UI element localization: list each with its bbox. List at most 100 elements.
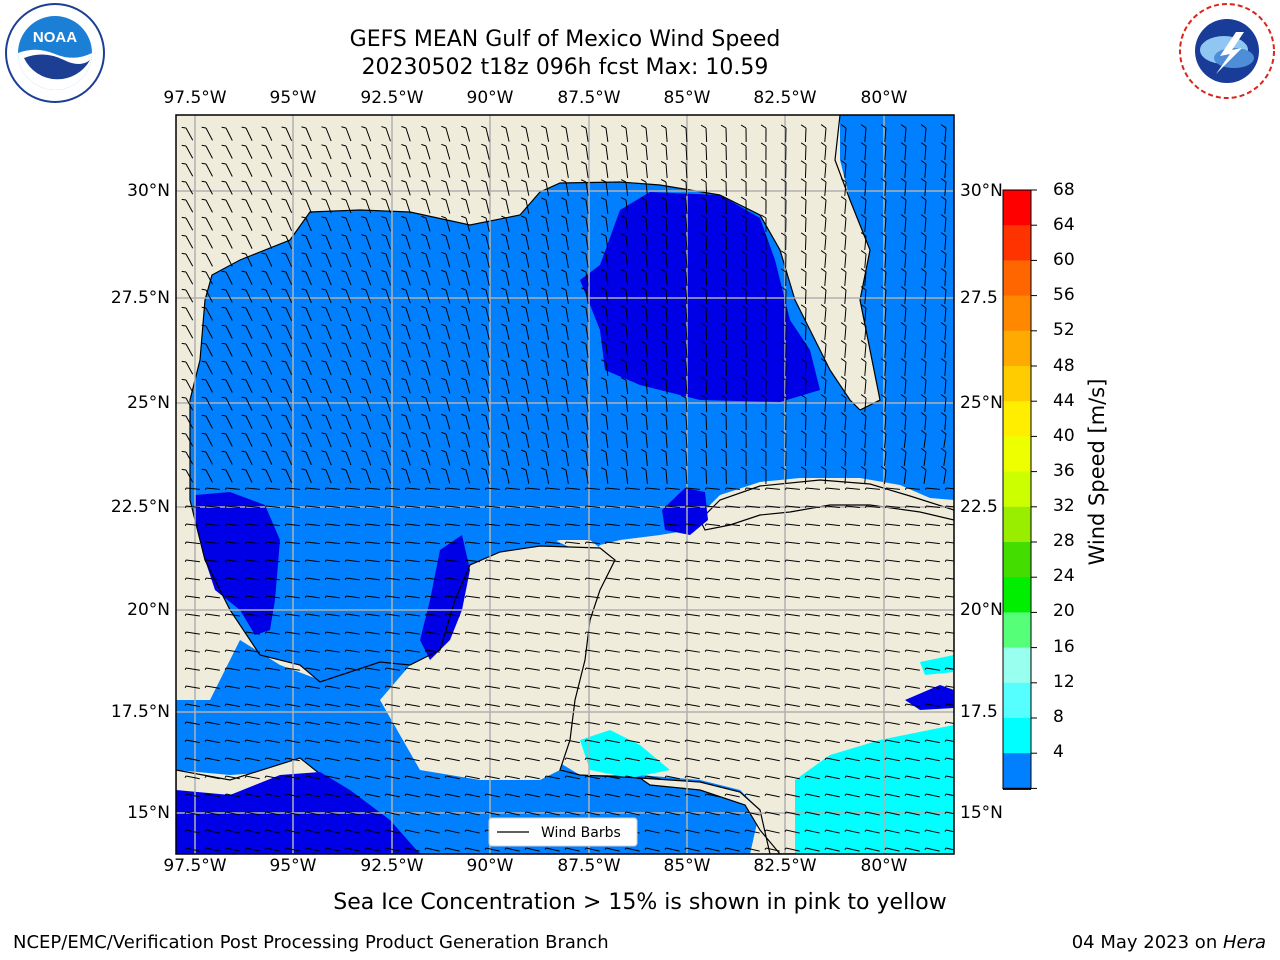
wind-barb — [345, 307, 352, 322]
wind-barb — [745, 793, 760, 798]
wind-barb-feather — [920, 376, 927, 381]
wind-barb — [325, 343, 332, 358]
wind-barb-feather — [704, 577, 707, 581]
wind-barb — [305, 649, 320, 653]
wind-barb — [305, 559, 320, 563]
wind-barb — [685, 757, 700, 762]
wind-barb — [405, 325, 411, 340]
wind-barb-feather — [364, 757, 367, 761]
wind-barb-feather — [241, 270, 247, 273]
wind-barb — [205, 199, 213, 213]
wind-barb-feather — [584, 721, 587, 725]
wind-barb — [925, 793, 940, 798]
wind-barb-feather — [560, 269, 567, 273]
wind-barb — [265, 523, 280, 527]
wind-barb — [425, 253, 431, 268]
wind-barb — [185, 541, 200, 545]
wind-barb — [325, 577, 340, 581]
wind-barb-feather — [560, 359, 567, 363]
wind-barb-feather — [704, 829, 707, 833]
wind-barb-feather — [461, 125, 467, 129]
wind-barb — [845, 649, 860, 653]
wind-barb-feather — [844, 685, 847, 689]
wind-barb — [725, 595, 740, 599]
wind-barb-feather — [724, 739, 727, 743]
wind-barb-feather — [920, 465, 927, 471]
wind-barb — [865, 631, 880, 635]
nws-logo — [1178, 2, 1276, 100]
wind-barb-feather — [860, 394, 867, 399]
wind-barb-feather — [560, 467, 567, 471]
wind-barb-feather — [504, 577, 507, 581]
wind-barb-feather — [504, 631, 507, 635]
wind-barb — [445, 523, 460, 527]
wind-barb-feather — [680, 196, 687, 201]
wind-barb-feather — [401, 216, 407, 219]
wind-barb-feather — [820, 358, 827, 363]
wind-barb-feather — [844, 649, 847, 653]
wind-barb-feather — [361, 126, 367, 129]
wind-barb — [605, 289, 609, 304]
wind-barb-feather — [680, 340, 687, 345]
wind-barb-feather — [904, 577, 907, 581]
wind-barb-feather — [840, 358, 847, 363]
wind-barb — [425, 685, 440, 689]
wind-barb-feather — [181, 270, 187, 273]
wind-barb-feather — [344, 793, 347, 797]
wind-barb — [225, 487, 240, 490]
wind-barb — [665, 271, 668, 286]
wind-barb-feather — [404, 811, 407, 815]
wind-barb-feather — [441, 305, 447, 309]
wind-barb — [585, 631, 600, 635]
wind-barb-feather — [264, 631, 267, 635]
wind-barb-feather — [740, 268, 747, 273]
wind-barb-feather — [264, 649, 267, 653]
wind-barb — [785, 667, 800, 671]
wind-barb — [325, 289, 332, 304]
wind-barb — [285, 289, 293, 304]
wind-barb-feather — [464, 595, 467, 599]
wind-barb-feather — [424, 847, 427, 851]
wind-barb-feather — [181, 342, 187, 345]
wind-barb — [805, 667, 820, 671]
wind-barb-feather — [660, 340, 667, 345]
wind-barb-feather — [900, 142, 907, 147]
wind-barb — [804, 199, 807, 215]
wind-barb-feather — [461, 377, 467, 381]
wind-barb-feather — [744, 595, 747, 599]
wind-barb — [285, 163, 293, 178]
wind-barb-feather — [181, 234, 187, 237]
wind-barb-feather — [640, 359, 647, 363]
wind-barb-feather — [784, 847, 787, 851]
wind-barb — [645, 325, 648, 340]
wind-barb-feather — [580, 125, 587, 129]
max-wind-region-yucatan-channel — [662, 488, 708, 535]
wind-barb-feather — [244, 847, 247, 851]
wind-barb-feather — [304, 703, 307, 707]
wind-barb-feather — [324, 793, 327, 797]
wind-barb — [685, 199, 688, 215]
wind-barb — [345, 631, 360, 635]
wind-barb — [325, 307, 332, 322]
wind-barb-feather — [604, 613, 607, 617]
wind-barb-feather — [361, 324, 367, 327]
wind-barb — [884, 325, 887, 340]
wind-barb — [725, 811, 740, 816]
wind-barb-feather — [481, 179, 487, 183]
wind-barb — [285, 613, 300, 617]
wind-barb — [824, 469, 827, 485]
wind-barb — [205, 307, 213, 321]
wind-barb — [205, 685, 220, 689]
wind-barb — [805, 649, 820, 653]
wind-barb-feather — [884, 559, 887, 563]
wind-barb — [845, 829, 860, 834]
wind-barb-feather — [324, 595, 327, 599]
wind-barb-feather — [464, 793, 467, 797]
wind-barb-feather — [424, 577, 427, 581]
wind-barb — [665, 181, 668, 196]
wind-barb — [645, 685, 660, 689]
wind-barb — [265, 505, 280, 508]
wind-barb — [505, 199, 510, 214]
wind-barb-feather — [604, 541, 607, 545]
wind-barb-feather — [600, 179, 607, 183]
